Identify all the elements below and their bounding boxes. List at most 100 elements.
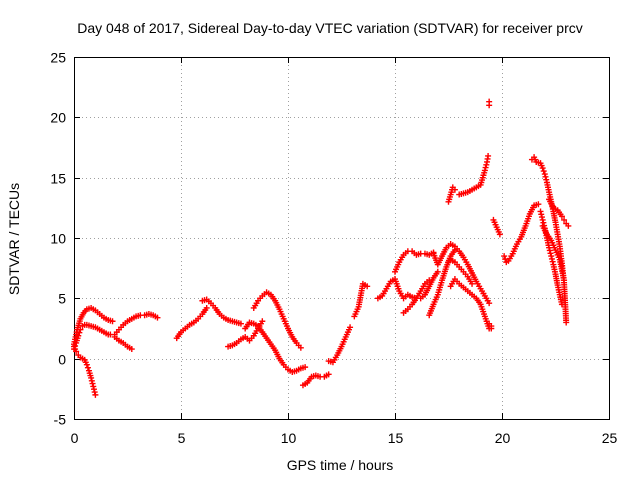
data-point <box>565 222 572 229</box>
y-tick-label: 10 <box>50 231 66 247</box>
series-arc-1 <box>71 343 99 398</box>
y-tick-label: 25 <box>50 50 66 66</box>
data-point <box>91 389 98 396</box>
data-point <box>483 161 490 168</box>
series-arc-6 <box>173 304 210 342</box>
x-tick-label: 0 <box>71 430 79 446</box>
y-axis: -5 0 5 10 15 20 25 <box>50 50 609 428</box>
data-point <box>434 268 441 275</box>
series-arc-21 <box>445 184 458 205</box>
y-tick-label: 0 <box>58 352 66 368</box>
data-point <box>83 361 90 368</box>
data-point <box>539 216 546 223</box>
data-point <box>90 386 97 393</box>
data-points <box>71 98 572 398</box>
data-point <box>548 253 555 260</box>
data-point <box>203 304 210 311</box>
x-tick-label: 25 <box>602 430 618 446</box>
data-point <box>237 320 244 327</box>
data-point <box>540 219 547 226</box>
series-arc-15 <box>392 248 437 275</box>
data-point <box>451 186 458 193</box>
data-point <box>542 173 549 180</box>
series-arc-29 <box>546 196 572 229</box>
data-point <box>426 277 433 284</box>
data-point <box>109 318 116 325</box>
data-point <box>501 253 508 260</box>
data-point <box>302 364 309 371</box>
x-tick-label: 20 <box>495 430 511 446</box>
data-point <box>496 231 503 238</box>
data-point <box>84 364 91 371</box>
series-arc-28 <box>537 208 565 308</box>
data-point <box>92 391 99 398</box>
data-point <box>347 324 354 331</box>
series-arc-7 <box>199 296 244 327</box>
series-arc-9 <box>242 319 309 375</box>
data-point <box>485 152 492 159</box>
data-point <box>486 300 493 307</box>
x-tick-label: 15 <box>388 430 404 446</box>
series-arc-12 <box>325 324 354 366</box>
data-point <box>543 176 550 183</box>
data-point <box>364 283 371 290</box>
x-tick-label: 10 <box>281 430 297 446</box>
data-point <box>546 247 553 254</box>
y-tick-label: 20 <box>50 110 66 126</box>
series-arc-23 <box>486 98 493 109</box>
data-point <box>325 371 332 378</box>
series-arc-20 <box>445 256 476 287</box>
data-point <box>546 244 553 251</box>
data-point <box>481 167 488 174</box>
data-point <box>563 319 570 326</box>
data-point <box>547 250 554 257</box>
data-point <box>540 168 547 175</box>
data-point <box>486 102 493 109</box>
data-point <box>558 213 565 220</box>
series-arc-22 <box>456 152 492 198</box>
series-arc-17 <box>426 247 458 319</box>
data-point <box>538 211 545 218</box>
series-arc-5 <box>111 333 135 353</box>
data-point <box>538 214 545 221</box>
series-arc-30 <box>539 222 568 284</box>
data-point <box>88 374 95 381</box>
series-arc-4 <box>111 311 161 338</box>
data-point <box>259 318 266 325</box>
series-arc-25 <box>490 216 503 238</box>
data-point <box>469 280 476 287</box>
series-arc-19 <box>447 276 493 332</box>
x-tick-label: 5 <box>178 430 186 446</box>
data-point <box>558 301 565 308</box>
data-point <box>482 164 489 171</box>
data-point <box>89 380 96 387</box>
x-axis-label: GPS time / hours <box>287 457 394 473</box>
series-arc-24 <box>486 320 495 332</box>
data-point <box>488 325 495 332</box>
data-point <box>541 171 548 178</box>
series-arc-14 <box>374 268 441 302</box>
data-point <box>548 255 555 262</box>
series-arc-10 <box>250 289 304 351</box>
y-tick-label: 15 <box>50 171 66 187</box>
series-arc-3 <box>71 304 116 348</box>
y-axis-label: SDTVAR / TECUs <box>6 183 22 295</box>
data-point <box>90 383 97 390</box>
series-arc-13 <box>351 280 371 320</box>
data-point <box>537 208 544 215</box>
series-arc-8 <box>225 318 266 350</box>
data-point <box>88 377 95 384</box>
data-point <box>154 314 161 321</box>
grid <box>74 57 609 419</box>
data-point <box>535 201 542 208</box>
series-arc-11 <box>299 371 332 389</box>
series-arc-16 <box>400 277 433 316</box>
series-arc-26 <box>501 201 542 266</box>
data-point <box>561 216 568 223</box>
series-arc-18 <box>430 241 493 307</box>
y-tick-label: -5 <box>54 412 67 428</box>
data-point <box>539 165 546 172</box>
data-point <box>128 346 135 353</box>
x-axis: 0 5 10 15 20 25 <box>71 57 618 446</box>
